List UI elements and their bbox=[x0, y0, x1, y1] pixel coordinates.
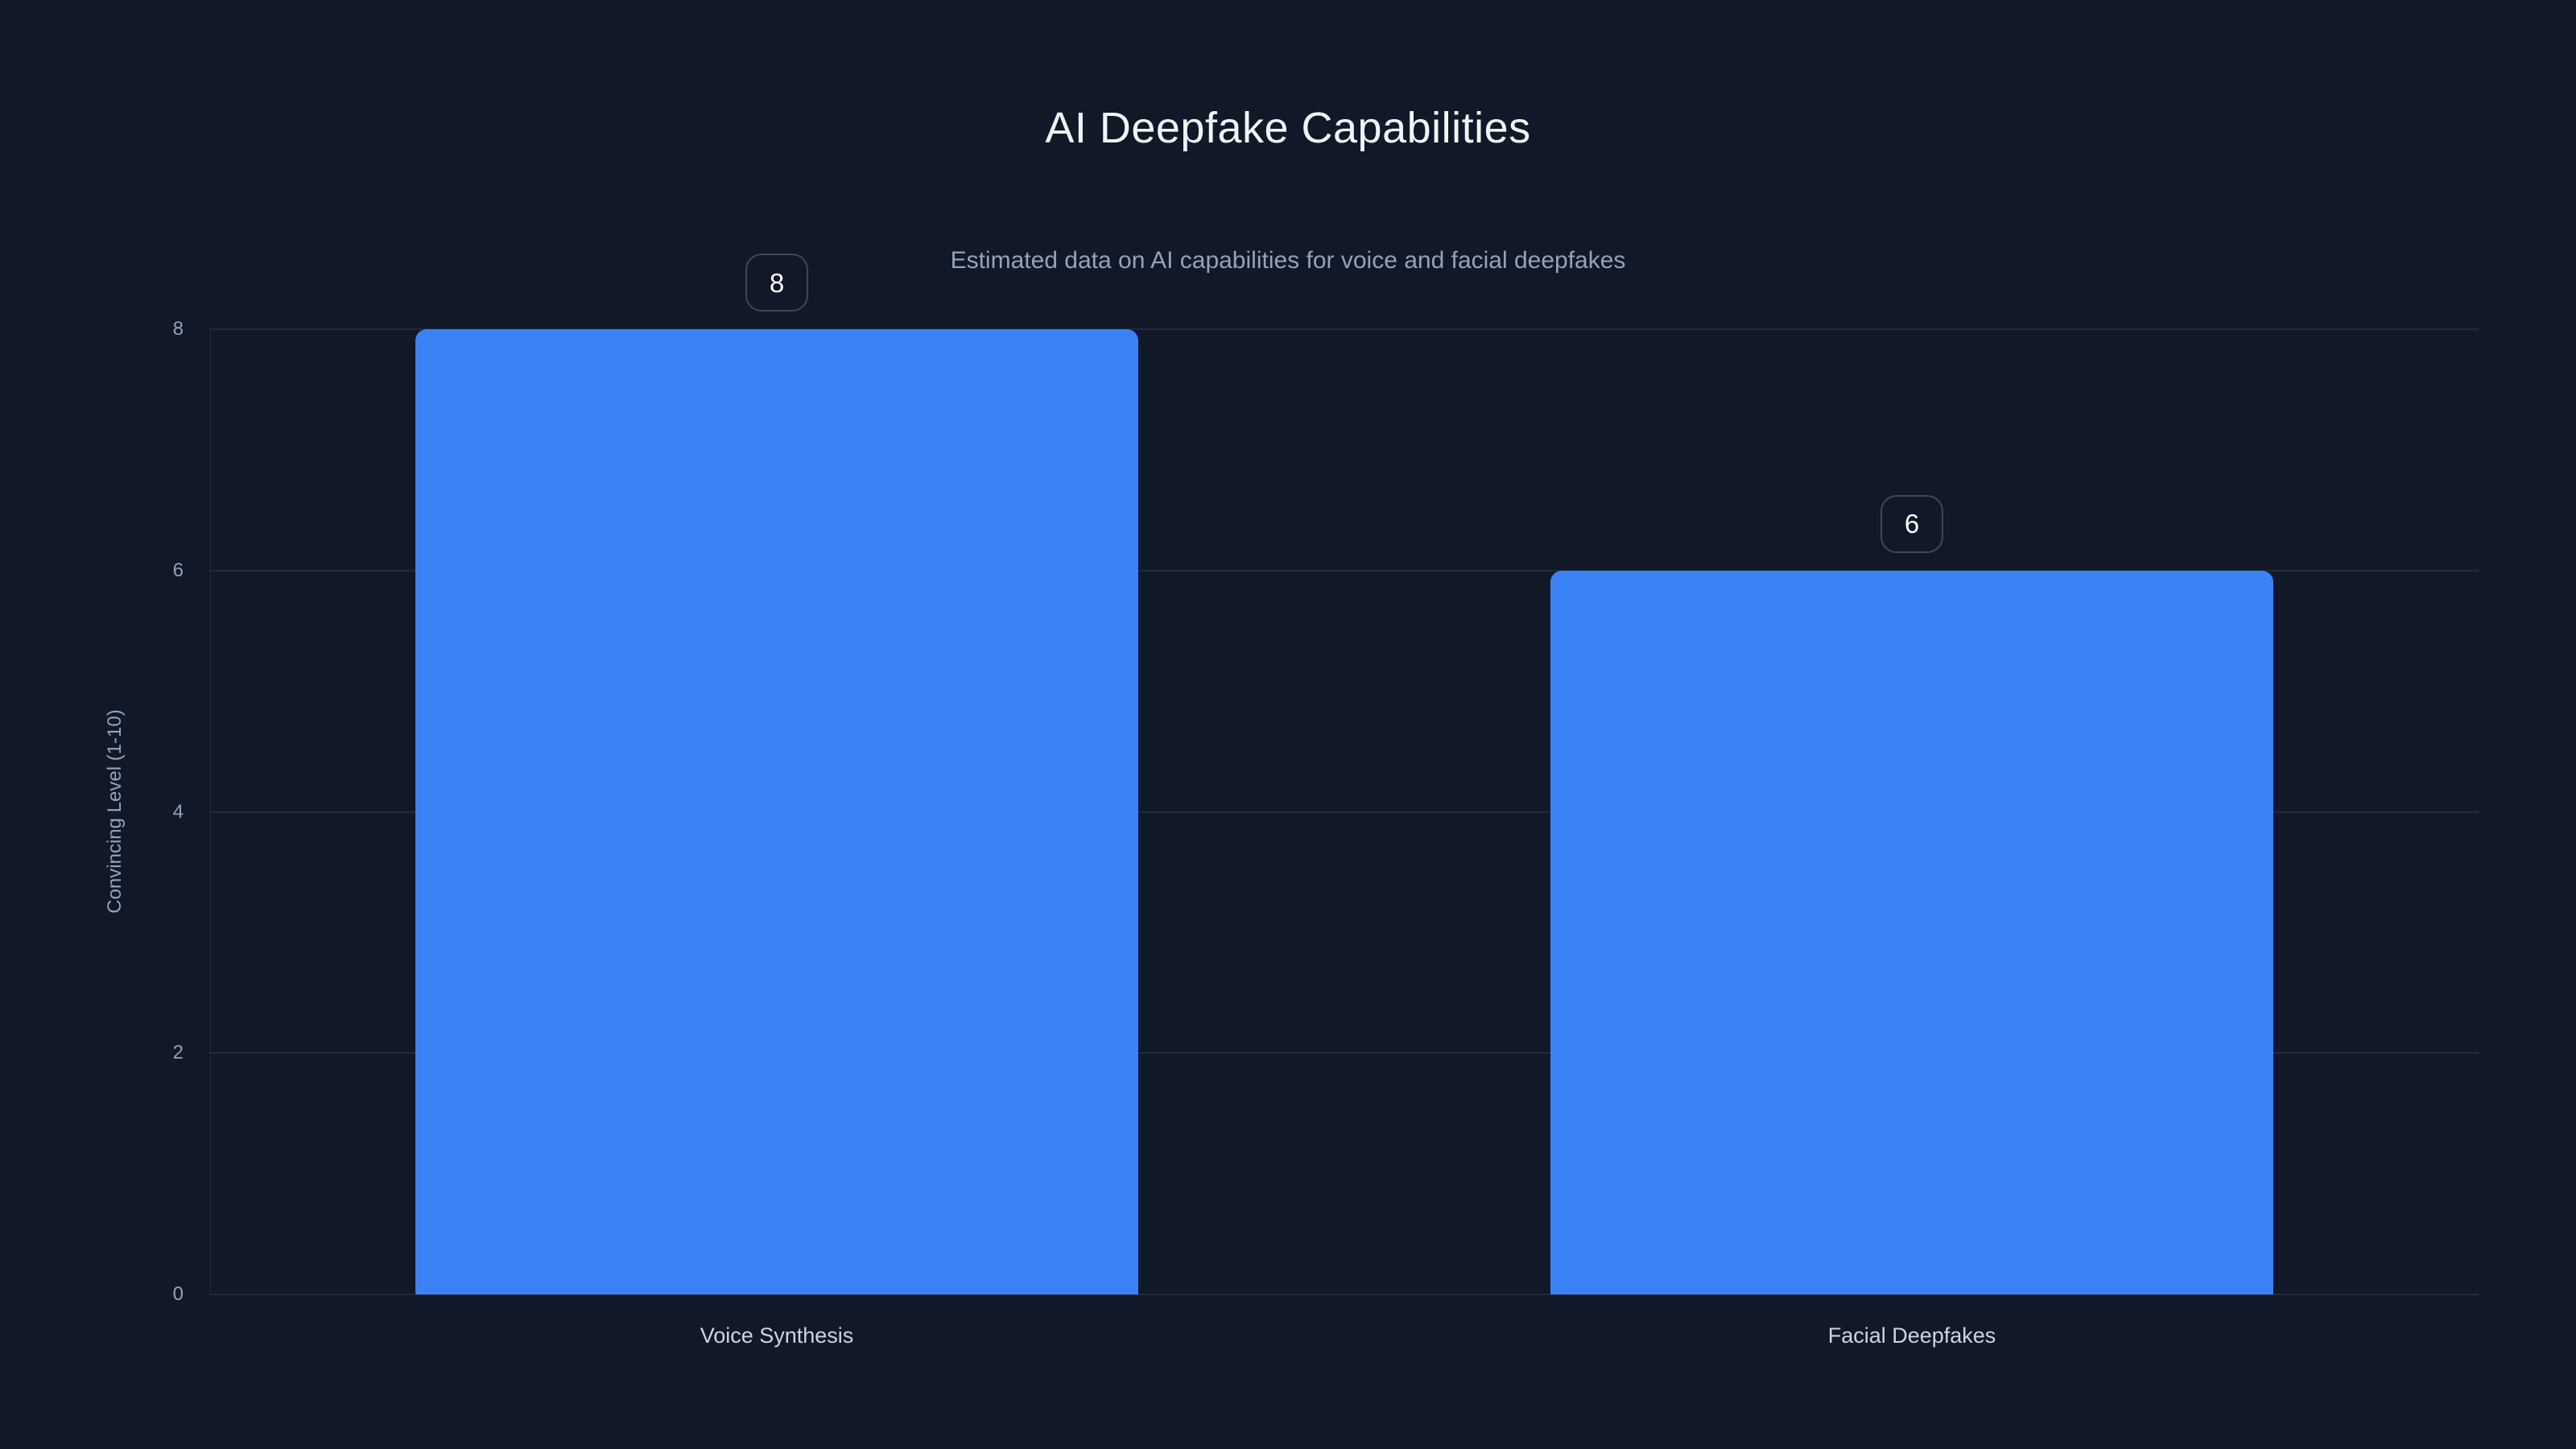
x-axis-category-label: Facial Deepfakes bbox=[1827, 1323, 1996, 1348]
y-axis-tick-label: 2 bbox=[172, 1042, 184, 1064]
chart-title: AI Deepfake Capabilities bbox=[1045, 104, 1531, 152]
gridline bbox=[209, 811, 2479, 813]
bar-facial-deepfakes bbox=[1550, 570, 2273, 1294]
y-axis-tick-label: 8 bbox=[172, 318, 184, 340]
y-axis-title: Convincing Level (1-10) bbox=[104, 709, 126, 914]
gridline bbox=[209, 1052, 2479, 1055]
bar-voice-synthesis bbox=[415, 329, 1138, 1294]
y-axis-tick-label: 0 bbox=[172, 1283, 184, 1305]
y-axis-tick-label: 6 bbox=[172, 559, 184, 581]
plot-area: 0 2 4 6 8 8 Voice Synthesis 6 Facial Deepfakes bbox=[173, 254, 2479, 1348]
gridline bbox=[209, 569, 2479, 572]
x-axis-category-label: Voice Synthesis bbox=[700, 1323, 854, 1348]
value-label-badge-facial-deepfakes: 6 bbox=[1880, 494, 1943, 553]
gridline bbox=[209, 328, 2479, 330]
value-label-badge-voice-synthesis: 8 bbox=[745, 254, 808, 312]
y-axis-tick-label: 4 bbox=[172, 800, 184, 823]
chart-subtitle: Estimated data on AI capabilities for vo… bbox=[950, 247, 1626, 274]
gridline bbox=[209, 1294, 2479, 1295]
